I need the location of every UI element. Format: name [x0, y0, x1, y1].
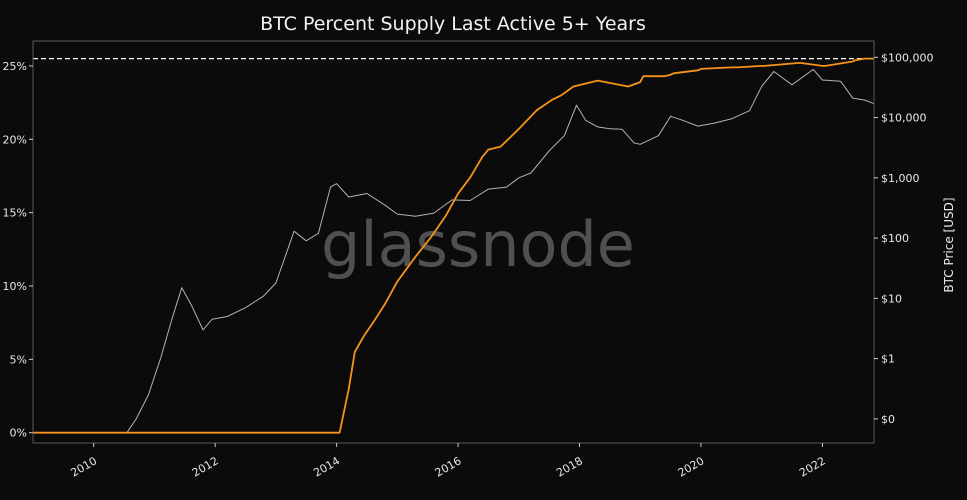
y2-tick-label: $1,000	[881, 172, 920, 185]
y2-tick-label: $1	[881, 353, 895, 366]
plot-area	[33, 57, 875, 434]
y2-tick-label: $100,000	[881, 51, 934, 64]
btc-price-line	[126, 68, 875, 433]
chart-title: BTC Percent Supply Last Active 5+ Years	[260, 13, 646, 35]
y-tick-label: 20%	[3, 133, 27, 146]
y2-tick-label: $10	[881, 292, 902, 305]
y-tick-label: 25%	[3, 60, 27, 73]
y2-tick-label: $10,000	[881, 112, 927, 125]
y-tick-label: 0%	[10, 427, 27, 440]
plot-frame	[32, 40, 875, 444]
y-tick-label: 15%	[3, 207, 27, 220]
y2-tick-label: $0	[881, 413, 895, 426]
y-tick-label: 10%	[3, 280, 27, 293]
y2-tick-label: $100	[881, 232, 909, 245]
y-tick-label: 5%	[10, 353, 27, 366]
right-axis-title: BTC Price [USD]	[942, 197, 956, 292]
watermark-logo: glassnode	[321, 208, 635, 281]
supply-last-active-line	[33, 57, 874, 434]
